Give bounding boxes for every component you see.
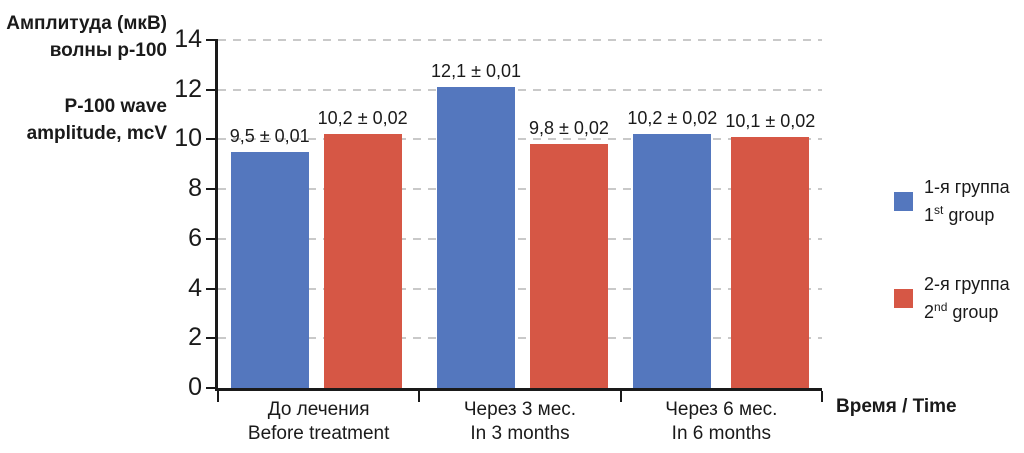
y-axis-line (215, 39, 218, 391)
gridline-y-14 (218, 39, 822, 41)
category-label-1-en: Before treatment (247, 423, 390, 444)
category-label-1-ru: До лечения (267, 399, 370, 420)
y-tick-label-0: 0 (188, 373, 202, 401)
legend-label-group1: 1-я группа 1st group (924, 176, 1010, 227)
x-tick-1 (418, 391, 421, 402)
bar-cat2-series1 (437, 87, 516, 388)
bar-cat3-series2 (731, 136, 810, 388)
legend-swatch-group2 (894, 289, 913, 308)
legend-label-group2: 2-я группа 2nd group (924, 273, 1010, 324)
y-tick-12 (206, 88, 215, 91)
bar-value-label-cat1-series1: 9,5 ± 0,01 (229, 125, 310, 146)
bar-unit-cat1-series2: 10,2 ± 0,02 (318, 108, 408, 388)
legend-swatch-group1 (894, 192, 913, 211)
bar-value-label-cat1-series2: 10,2 ± 0,02 (317, 108, 408, 129)
legend-label-group2-ru: 2-я группа (924, 274, 1010, 294)
x-axis-category-labels: До лечения Before treatment Через 3 мес. In… (218, 398, 822, 446)
y-axis-title-ru-line1: Амплитуда (мкВ) (6, 13, 167, 34)
category-label-3: Через 6 мес. In 6 months (621, 398, 822, 446)
y-tick-14 (206, 39, 215, 41)
y-axis-title: Амплитуда (мкВ) волны р-100 P-100 wave a… (0, 10, 167, 147)
category-label-2-ru: Через 3 мес. (463, 399, 577, 420)
bar-unit-cat3-series2: 10,1 ± 0,02 (725, 111, 815, 388)
gridline-y-6 (218, 237, 822, 240)
bar-value-label-cat3-series1: 10,2 ± 0,02 (627, 108, 718, 129)
y-tick-label-6: 6 (188, 223, 202, 252)
gridline-y-10 (218, 138, 822, 141)
y-tick-label-8: 8 (188, 174, 202, 203)
y-tick-4 (206, 287, 215, 290)
y-tick-2 (206, 337, 215, 340)
bar-unit-cat1-series1: 9,5 ± 0,01 (230, 126, 310, 388)
category-label-3-ru: Через 6 мес. (665, 399, 778, 420)
legend-item-group2: 2-я группа 2nd group (894, 273, 1010, 324)
category-label-2-en: In 3 months (470, 423, 570, 444)
gridline-y-4 (218, 287, 822, 290)
x-tick-3 (821, 391, 823, 402)
y-tick-0 (206, 387, 215, 389)
y-tick-label-2: 2 (188, 323, 202, 352)
x-axis-line (215, 388, 822, 391)
y-tick-label-12: 12 (174, 74, 202, 103)
y-axis-title-en-line2: amplitude, mcV (26, 123, 167, 144)
bar-group-2: 12,1 ± 0,01 9,8 ± 0,02 (419, 40, 620, 388)
y-tick-label-10: 10 (174, 124, 202, 153)
category-label-3-en: In 6 months (671, 423, 771, 444)
y-tick-8 (206, 188, 215, 191)
y-tick-label-14: 14 (174, 25, 202, 53)
legend-item-group1: 1-я группа 1st group (894, 176, 1010, 227)
bar-value-label-cat2-series2: 9,8 ± 0,02 (529, 118, 609, 139)
y-tick-10 (206, 138, 215, 141)
bar-unit-cat2-series1: 12,1 ± 0,01 (431, 61, 521, 388)
bars-layer: 9,5 ± 0,01 10,2 ± 0,02 12,1 ± 0,01 9,8 ± 0,… (218, 40, 822, 388)
bar-cat2-series2 (529, 144, 608, 388)
bar-group-3: 10,2 ± 0,02 10,1 ± 0,02 (621, 40, 822, 388)
gridline-y-8 (218, 188, 822, 191)
bar-value-label-cat2-series1: 12,1 ± 0,01 (431, 61, 521, 82)
gridline-y-2 (218, 337, 822, 340)
x-axis-title: Время / Time (836, 396, 957, 417)
y-axis-title-ru-line2: волны р-100 (49, 40, 167, 61)
y-axis-title-en: P-100 wave amplitude, mcV (0, 93, 167, 147)
bar-value-label-cat3-series2: 10,1 ± 0,02 (725, 110, 816, 131)
legend-label-group1-ru: 1-я группа (924, 177, 1010, 197)
bar-unit-cat3-series1: 10,2 ± 0,02 (627, 108, 717, 388)
y-axis-title-en-line1: P-100 wave (64, 96, 167, 117)
legend: 1-я группа 1st group 2-я группа 2nd grou… (894, 176, 1010, 324)
bar-cat1-series2 (323, 134, 402, 388)
bar-group-1: 9,5 ± 0,01 10,2 ± 0,02 (218, 40, 419, 388)
plot-area: 9,5 ± 0,01 10,2 ± 0,02 12,1 ± 0,01 9,8 ± 0,… (174, 27, 823, 402)
category-label-2: Через 3 мес. In 3 months (419, 398, 620, 446)
category-label-1: До лечения Before treatment (218, 398, 419, 446)
x-tick-0 (217, 391, 219, 402)
legend-label-group1-en: 1st group (924, 203, 995, 225)
x-tick-2 (619, 391, 622, 402)
bar-unit-cat2-series2: 9,8 ± 0,02 (529, 118, 609, 388)
gridline-y-12 (218, 88, 822, 91)
legend-label-group2-en: 2nd group (924, 300, 999, 322)
y-tick-6 (206, 237, 215, 240)
bar-cat3-series1 (633, 134, 712, 388)
y-tick-label-4: 4 (188, 273, 202, 302)
bar-cat1-series1 (230, 151, 309, 388)
